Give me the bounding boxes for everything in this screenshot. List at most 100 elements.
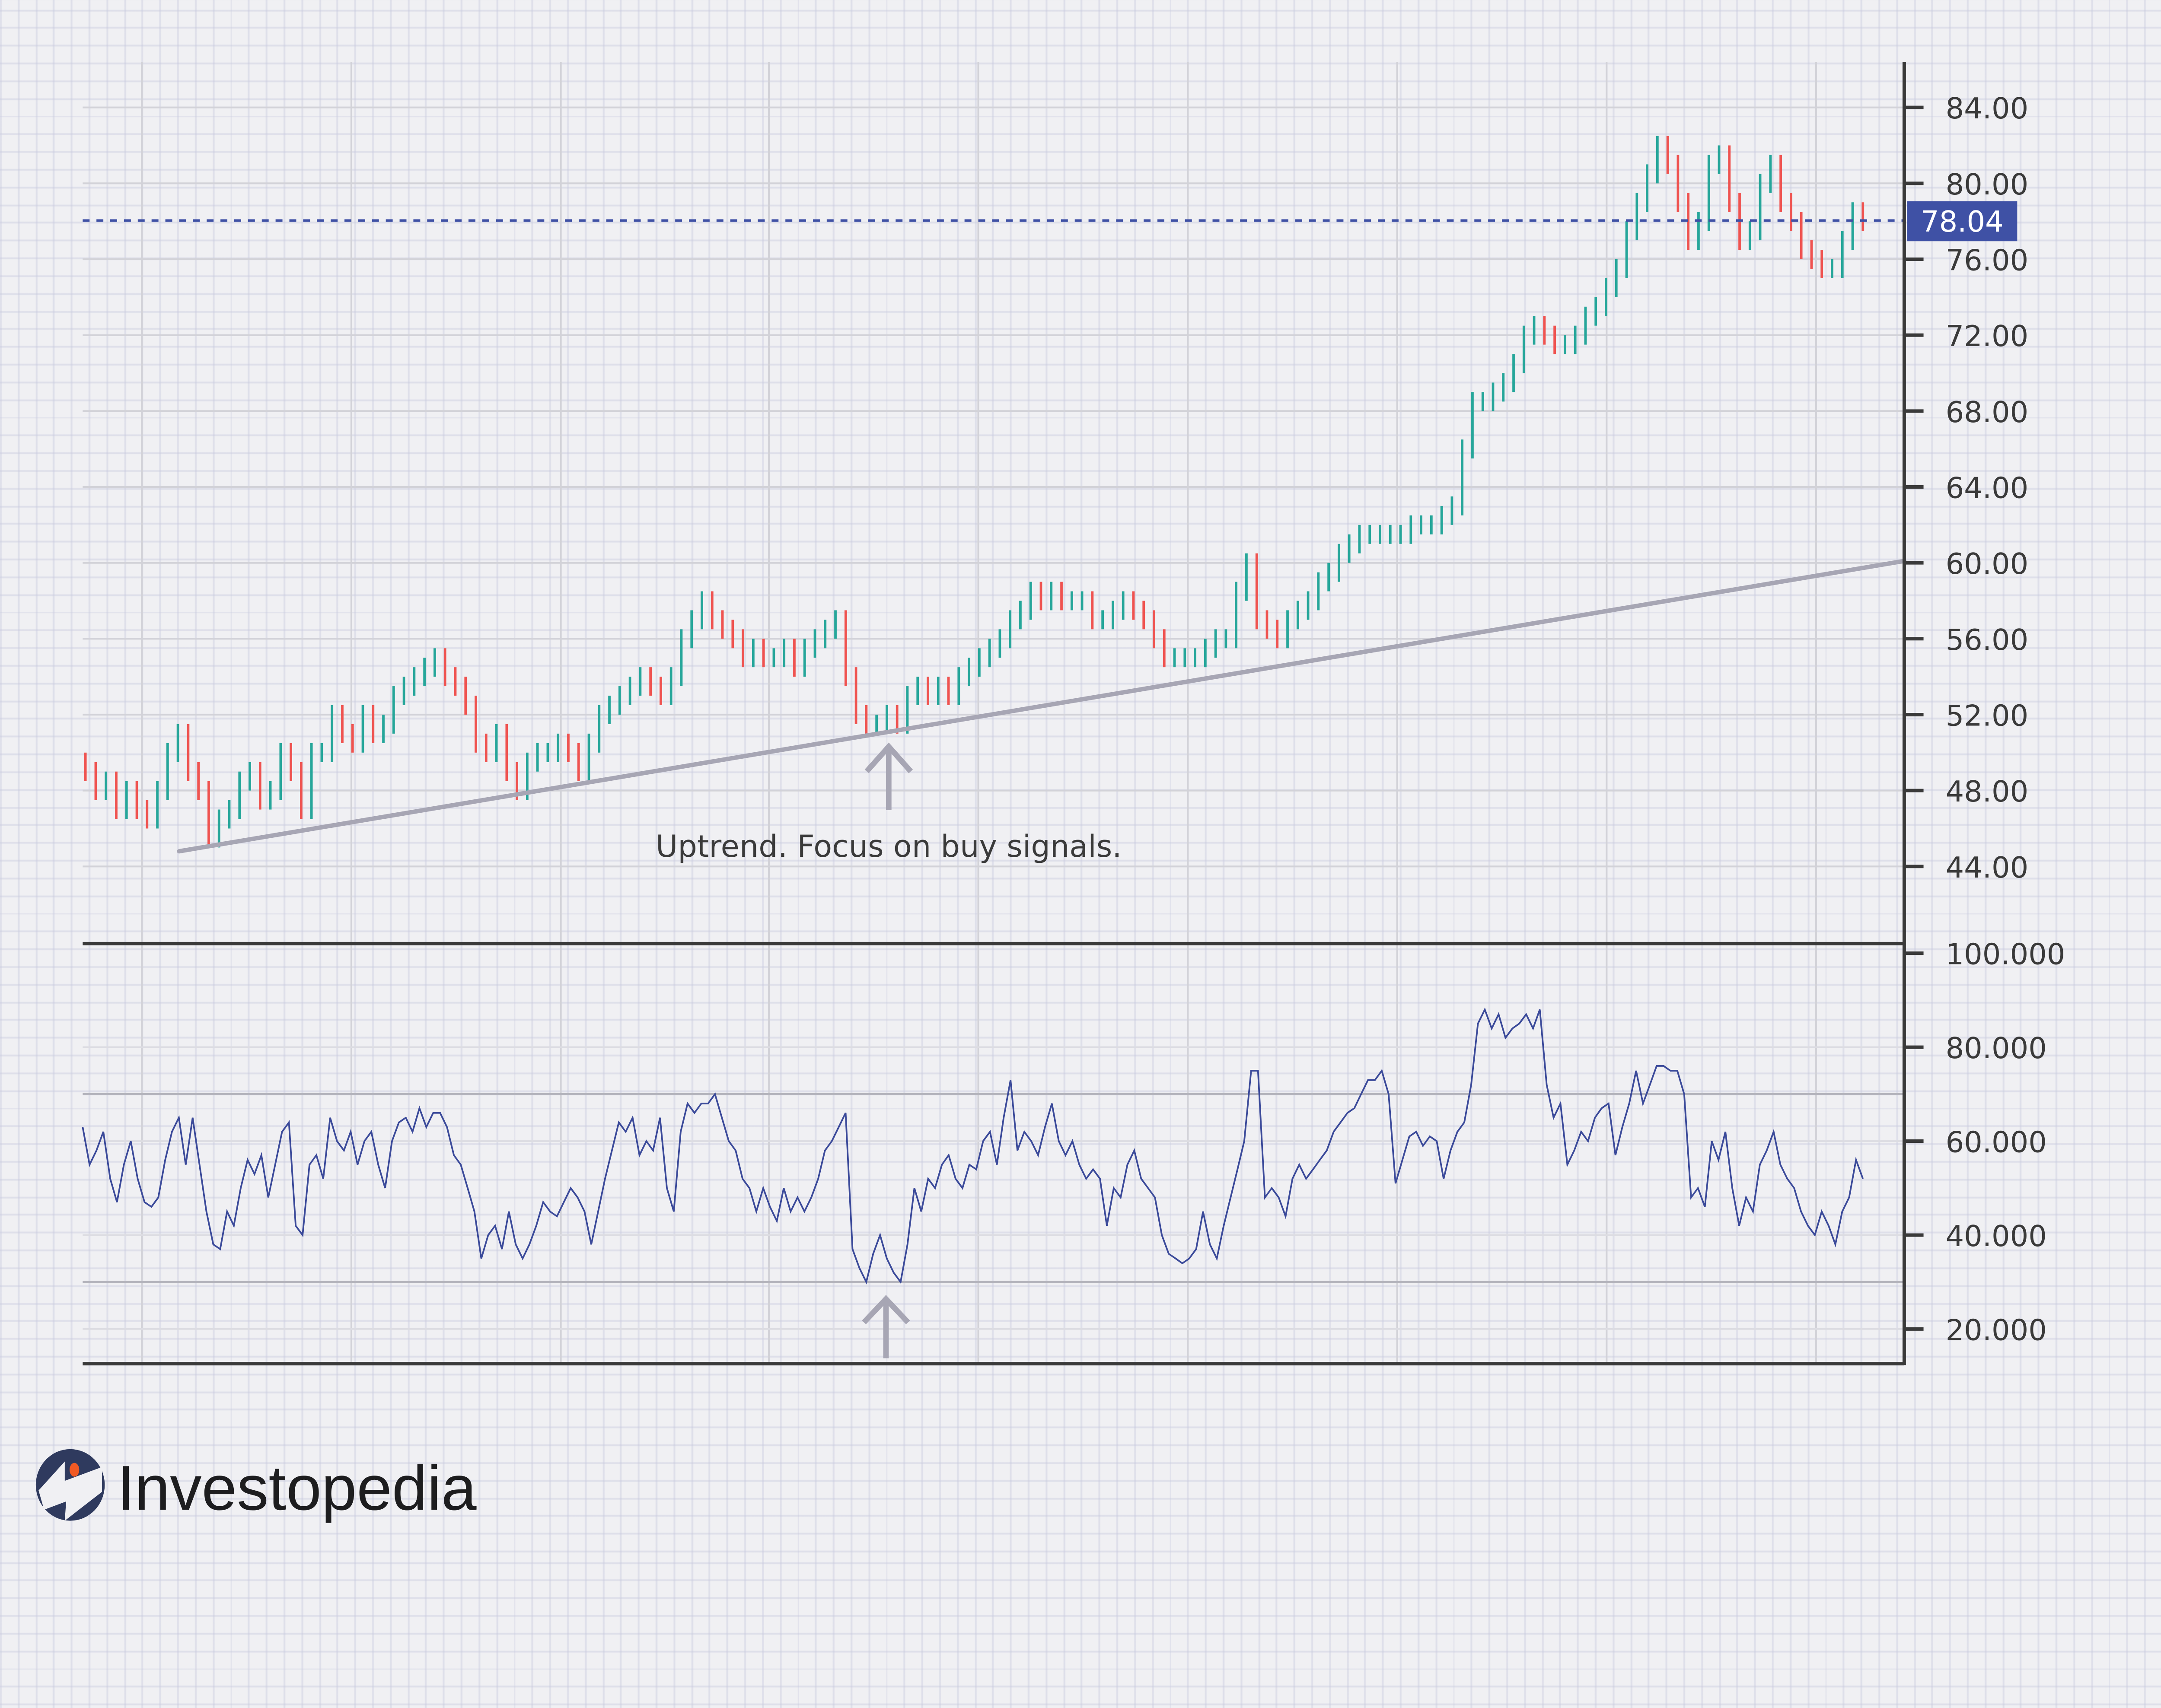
- candle: [1594, 297, 1597, 326]
- candle: [1224, 629, 1227, 649]
- candle: [906, 686, 909, 734]
- candle: [443, 648, 446, 687]
- candle: [1471, 392, 1474, 459]
- candle: [1430, 515, 1433, 534]
- candle: [1553, 325, 1556, 354]
- candle: [1677, 155, 1680, 212]
- candle: [1584, 306, 1587, 345]
- candle: [649, 667, 652, 696]
- candle: [1748, 221, 1751, 250]
- candle: [217, 809, 220, 848]
- logo-mark-icon: [35, 1449, 105, 1521]
- candle: [187, 724, 190, 781]
- candle: [1142, 601, 1145, 630]
- candle: [721, 610, 724, 639]
- candle: [1265, 610, 1269, 639]
- candle: [927, 677, 929, 706]
- price-tick-label: 68.00: [1946, 395, 2029, 429]
- candle: [402, 677, 405, 706]
- candle: [1255, 553, 1258, 630]
- candle: [1091, 591, 1094, 630]
- chart: Uptrend. Focus on buy signals. 84.00 80.0…: [35, 62, 2065, 1524]
- candle: [1153, 610, 1155, 649]
- price-tick-label: 48.00: [1946, 775, 2029, 808]
- price-tick-label: 72.00: [1946, 319, 2029, 353]
- candle: [1790, 193, 1792, 231]
- candle: [1039, 582, 1042, 611]
- candle: [1101, 610, 1104, 630]
- candle: [475, 696, 477, 753]
- last-price-label: 78.04: [1921, 205, 2004, 239]
- candle: [896, 705, 899, 734]
- candle: [618, 686, 621, 715]
- candle: [1440, 506, 1443, 534]
- candle: [1492, 382, 1495, 411]
- annotation-text: Uptrend. Focus on buy signals.: [656, 829, 1122, 864]
- candle: [598, 705, 601, 753]
- candle: [516, 762, 518, 800]
- candle: [526, 752, 529, 800]
- candle: [1697, 212, 1700, 250]
- candle: [875, 714, 878, 734]
- candle: [854, 667, 857, 724]
- candle: [310, 743, 313, 819]
- candle: [1635, 193, 1638, 241]
- candle: [433, 648, 436, 677]
- price-tick-label: 84.00: [1946, 92, 2029, 125]
- candle: [1687, 193, 1690, 250]
- candle: [731, 620, 734, 649]
- candle: [1625, 221, 1628, 278]
- candle: [1666, 136, 1669, 174]
- candle: [454, 667, 457, 696]
- oscillator-tick-label: 100.000: [1946, 938, 2065, 971]
- candle: [536, 743, 539, 772]
- candle: [238, 771, 241, 819]
- candle: [146, 800, 149, 829]
- candle: [1820, 250, 1823, 278]
- candle: [1214, 629, 1217, 658]
- candle: [94, 762, 97, 800]
- price-tick-label: 80.00: [1946, 168, 2029, 201]
- candle: [1728, 145, 1731, 212]
- candle: [1615, 259, 1618, 297]
- candle: [1235, 582, 1238, 649]
- price-tick-label: 60.00: [1946, 547, 2029, 581]
- candle: [484, 733, 488, 762]
- candle: [1286, 610, 1289, 649]
- candle: [1183, 648, 1186, 668]
- candle: [331, 705, 334, 762]
- candle: [361, 705, 364, 753]
- candle: [1574, 325, 1577, 354]
- candle: [135, 781, 138, 819]
- candle: [320, 743, 323, 762]
- candle: [1461, 439, 1464, 515]
- candle: [1245, 553, 1248, 601]
- oscillator-tick-label: 80.000: [1946, 1031, 2047, 1065]
- candle: [937, 677, 940, 706]
- candle: [752, 639, 755, 668]
- logo-wordmark: Investopedia: [117, 1453, 477, 1524]
- candle: [813, 629, 816, 658]
- oscillator-tick-label: 40.000: [1946, 1219, 2047, 1253]
- candle: [166, 743, 169, 800]
- candle: [916, 677, 919, 706]
- candle: [803, 639, 806, 677]
- candle: [669, 667, 673, 706]
- candle: [423, 658, 426, 687]
- price-tick-label: 76.00: [1946, 244, 2029, 277]
- candle: [1502, 373, 1505, 402]
- candle: [228, 800, 231, 829]
- uptrend-line: [177, 559, 1907, 854]
- candle: [742, 629, 744, 668]
- candle: [1112, 601, 1114, 630]
- candle: [207, 781, 210, 848]
- candle: [1399, 525, 1402, 544]
- candle: [1358, 525, 1361, 553]
- candle: [1522, 325, 1525, 373]
- candle: [269, 781, 272, 810]
- candle: [577, 743, 580, 781]
- candle: [1307, 591, 1310, 620]
- candle: [988, 639, 991, 668]
- candle: [1779, 155, 1782, 212]
- candle: [1060, 582, 1063, 611]
